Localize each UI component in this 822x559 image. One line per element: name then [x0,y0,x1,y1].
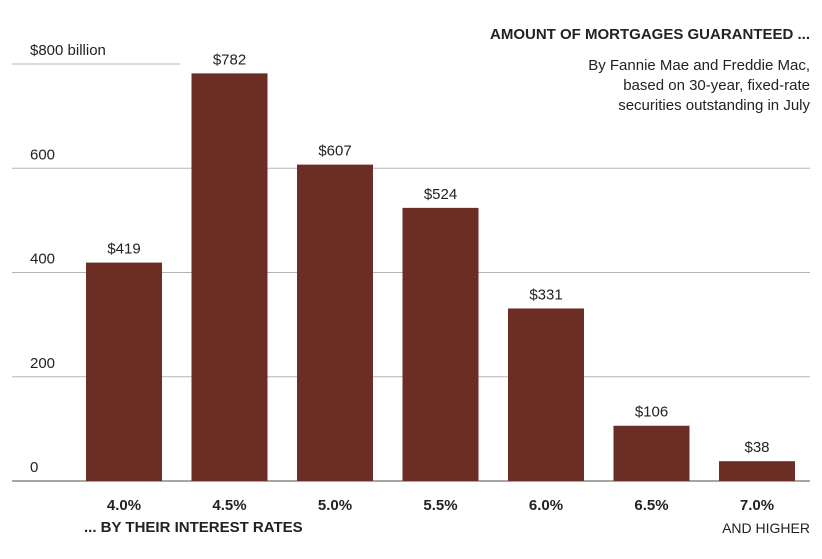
chart-subtitle-line-3: securities outstanding in July [618,97,810,114]
last-category-note: AND HIGHER [722,520,810,536]
category-label-5.5%: 5.5% [423,497,457,514]
value-label-6.5%: $106 [635,404,668,421]
category-label-4.0%: 4.0% [107,497,141,514]
bar-5.5% [402,207,479,482]
chart-title: AMOUNT OF MORTGAGES GUARANTEED ... [490,26,810,43]
chart-subtitle-line-1: By Fannie Mae and Freddie Mac, [588,57,810,74]
y-tick-label-600: 600 [30,146,55,163]
value-labels: $419 $782 $607 $524 $331 $106 $38 [107,51,769,456]
bar-5.0% [297,164,373,481]
category-labels: 4.0% 4.5% 5.0% 5.5% 6.0% 6.5% 7.0% [107,497,774,514]
chart-subtitle-line-2: based on 30-year, fixed-rate [623,77,810,94]
value-label-4.5%: $782 [213,51,246,68]
bar-7.0% [719,461,795,481]
bar-6.5% [613,425,690,481]
y-tick-label-400: 400 [30,251,55,268]
category-label-6.0%: 6.0% [529,497,563,514]
value-label-6.0%: $331 [529,286,562,303]
bar-4.0% [86,262,162,481]
x-axis-title: ... BY THEIR INTEREST RATES [84,519,303,536]
value-label-5.5%: $524 [424,186,457,203]
bars [86,73,795,482]
category-label-6.5%: 6.5% [634,497,668,514]
bar-4.5% [191,73,268,481]
category-label-5.0%: 5.0% [318,497,352,514]
value-label-4.0%: $419 [107,241,140,258]
y-tick-label-800: $800 billion [30,42,106,59]
y-tick-label-200: 200 [30,355,55,372]
y-tick-labels: 0 200 400 600 $800 billion [30,42,106,476]
category-label-4.5%: 4.5% [212,497,246,514]
category-label-7.0%: 7.0% [740,497,774,514]
y-tick-label-0: 0 [30,459,38,476]
bar-6.0% [508,308,584,481]
value-label-7.0%: $38 [744,439,769,456]
value-label-5.0%: $607 [318,143,351,160]
